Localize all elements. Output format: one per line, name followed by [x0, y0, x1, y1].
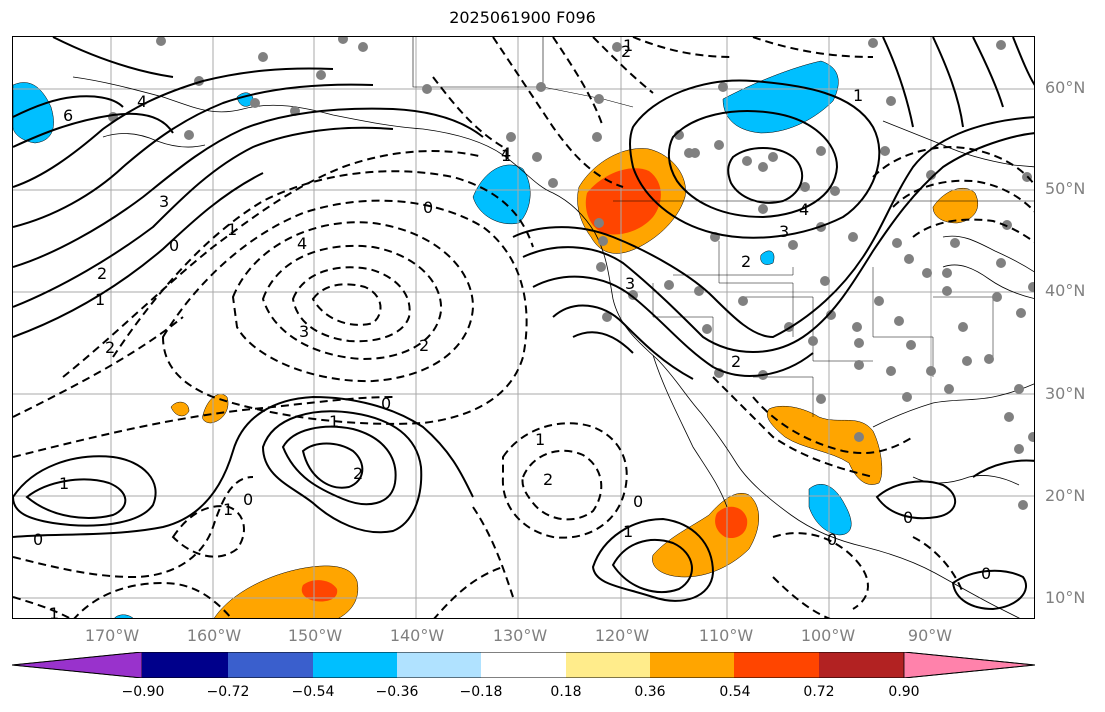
lat-label-40n: 40°N — [1045, 281, 1086, 300]
contour-label: 3 — [299, 322, 309, 341]
lon-label-120w: 120°W — [594, 626, 650, 645]
lon-label-90w: 90°W — [907, 626, 953, 645]
colorbar-tick: −0.54 — [291, 684, 335, 700]
solid-contours — [13, 37, 1034, 611]
contour-label: 2 — [97, 264, 107, 283]
contour-label: 2 — [731, 352, 741, 371]
contour-label: 1 — [501, 146, 511, 165]
contour-label: 1 — [535, 430, 545, 449]
colorbar-tick: 0.54 — [719, 684, 751, 700]
orange-region-sw — [214, 565, 359, 618]
contour-label: 0 — [243, 490, 253, 509]
colorbar-seg-6 — [566, 652, 650, 678]
contour-label: 0 — [423, 198, 433, 217]
station-dots — [108, 37, 1034, 510]
contour-label: 0 — [381, 394, 391, 413]
contour-label: 6 — [63, 106, 73, 125]
colorbar-seg-10 — [903, 652, 1035, 678]
contour-label: 1 — [623, 37, 633, 55]
lon-label-150w: 150°W — [287, 626, 343, 645]
contour-label: 4 — [137, 92, 147, 111]
contour-label: 3 — [625, 274, 635, 293]
colorbar-tick: 0.72 — [803, 684, 835, 700]
lat-label-50n: 50°N — [1045, 179, 1086, 198]
colorbar-seg-5 — [481, 652, 566, 678]
colorbar-tick: 0.36 — [634, 684, 666, 700]
colorbar-seg-0 — [12, 652, 143, 678]
contour-label: 2 — [419, 336, 429, 355]
lon-label-160w: 160°W — [186, 626, 242, 645]
contour-label: 0 — [33, 530, 43, 549]
dashed-contours — [13, 37, 1034, 618]
contour-label: 3 — [159, 192, 169, 211]
contour-labels: 6 4 3 2 1 0 1 4 3 2 0 2 1 4 3 2 1 0 1 2 … — [33, 37, 991, 619]
lon-label-130w: 130°W — [492, 626, 548, 645]
colorbar-tick: −0.18 — [459, 684, 503, 700]
contour-label: 1 — [223, 500, 233, 519]
contour-label: 2 — [543, 470, 553, 489]
blue-region-mexico — [808, 484, 852, 536]
contour-label: 1 — [623, 522, 633, 541]
contour-label: 4 — [297, 234, 307, 253]
colorbar — [12, 652, 1035, 678]
contour-label: 0 — [981, 564, 991, 583]
contour-label: 2 — [621, 42, 631, 61]
orange-region-small2 — [202, 393, 229, 424]
colorbar-tick: −0.72 — [206, 684, 250, 700]
contour-label: 1 — [853, 86, 863, 105]
colorbar-tick: 0.18 — [550, 684, 582, 700]
colorbar-seg-1 — [142, 652, 228, 678]
contour-label: 0 — [827, 530, 837, 549]
contour-label: 0 — [903, 508, 913, 527]
blue-region-small2 — [760, 250, 775, 265]
contour-label: 2 — [105, 338, 115, 357]
colorbar-seg-4 — [397, 652, 481, 678]
contour-label: 1 — [59, 474, 69, 493]
orange-region-small1 — [170, 401, 190, 417]
lat-label-30n: 30°N — [1045, 384, 1086, 403]
map-title: 2025061900 F096 — [449, 8, 596, 27]
red-region-pacific-e — [715, 506, 748, 539]
orange-region-pacific-e — [652, 493, 759, 578]
blue-region-nw — [13, 82, 54, 144]
colorbar-tick: 0.90 — [888, 684, 920, 700]
map-canvas: 6 4 3 2 1 0 1 4 3 2 0 2 1 4 3 2 1 0 1 2 … — [13, 37, 1034, 619]
colorbar-tick: −0.36 — [375, 684, 419, 700]
lon-label-110w: 110°W — [698, 626, 754, 645]
red-region-sw — [301, 580, 338, 602]
colorbar-seg-8 — [734, 652, 819, 678]
contour-label: 0 — [633, 492, 643, 511]
contour-label: 1 — [227, 220, 237, 239]
blue-region-canada — [722, 60, 839, 134]
contour-label: 4 — [501, 144, 511, 163]
lat-label-10n: 10°N — [1045, 588, 1086, 607]
blue-region-small3 — [114, 614, 134, 618]
colorbar-seg-3 — [313, 652, 397, 678]
lat-label-20n: 20°N — [1045, 486, 1086, 505]
colorbar-seg-7 — [650, 652, 734, 678]
coastlines — [72, 37, 1034, 618]
contour-label: 2 — [741, 252, 751, 271]
orange-region-great-lakes — [932, 188, 979, 224]
lon-label-140w: 140°W — [389, 626, 445, 645]
contour-label: 1 — [95, 290, 105, 309]
lon-label-170w: 170°W — [84, 626, 140, 645]
blue-region-gulf-alaska — [472, 164, 531, 225]
orange-region-baja — [767, 406, 883, 485]
contour-label: 3 — [779, 222, 789, 241]
contour-label: 2 — [353, 464, 363, 483]
contour-label: 1 — [49, 604, 59, 619]
contour-label: 4 — [799, 200, 809, 219]
contour-label: 0 — [169, 236, 179, 255]
map-panel: 6 4 3 2 1 0 1 4 3 2 0 2 1 4 3 2 1 0 1 2 … — [12, 36, 1035, 619]
colorbar-tick: −0.90 — [121, 684, 165, 700]
lon-label-100w: 100°W — [800, 626, 856, 645]
colorbar-seg-9 — [819, 652, 904, 678]
graticule — [13, 37, 1034, 618]
contour-label: 1 — [329, 412, 339, 431]
lat-label-60n: 60°N — [1045, 78, 1086, 97]
colorbar-seg-2 — [228, 652, 313, 678]
